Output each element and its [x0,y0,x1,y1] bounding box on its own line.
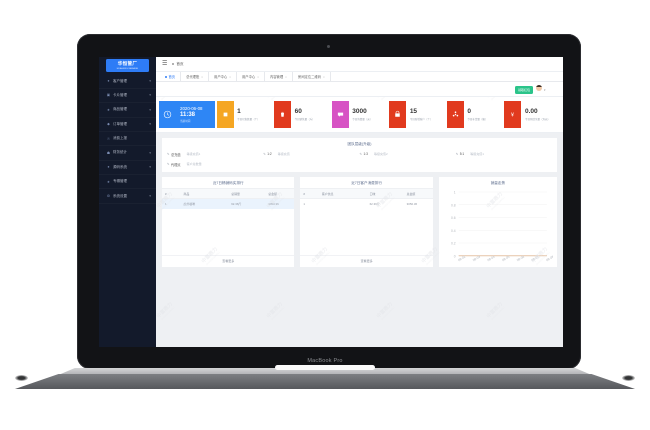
svg-text:1: 1 [454,191,456,195]
svg-text:¥: ¥ [512,112,515,118]
svg-text:0.2: 0.2 [451,242,456,246]
svg-text:0.6: 0.6 [451,216,456,220]
svg-text:0.4: 0.4 [451,229,456,233]
svg-text:0: 0 [454,255,456,259]
svg-text:0.8: 0.8 [451,204,456,208]
